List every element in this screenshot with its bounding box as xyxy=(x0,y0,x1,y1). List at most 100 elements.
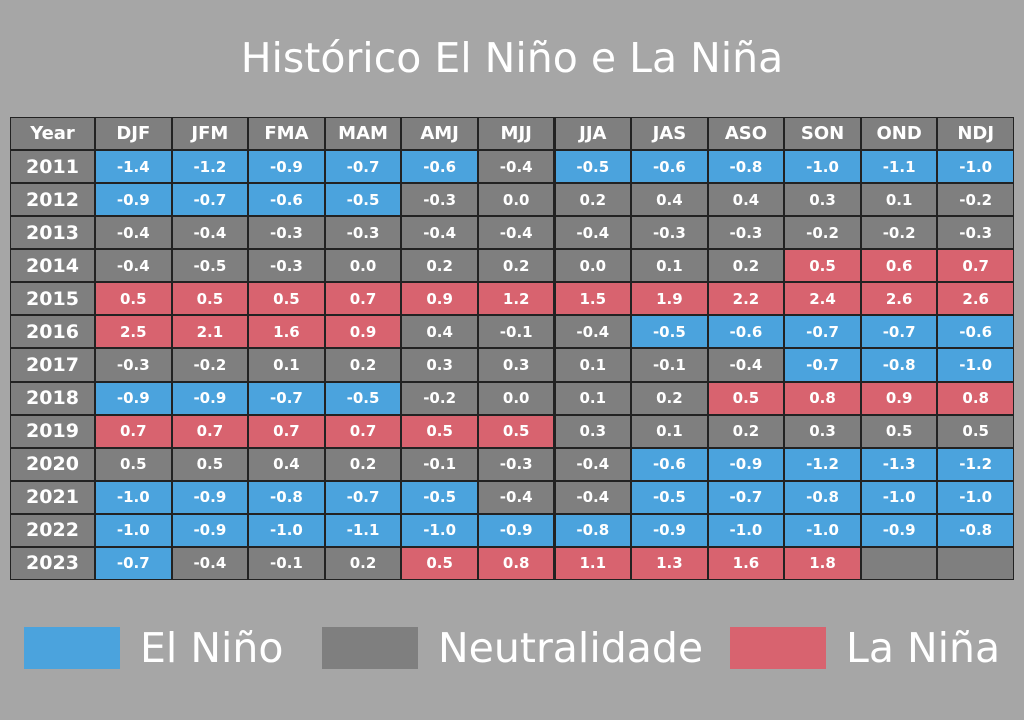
value-cell: -0.9 xyxy=(95,183,172,217)
value-cell: 0.2 xyxy=(477,249,555,283)
value-cell: -1.0 xyxy=(401,513,478,547)
year-cell: 2023 xyxy=(10,546,95,580)
value-cell: -1.0 xyxy=(248,513,325,547)
value-cell: -0.5 xyxy=(324,183,402,217)
value-cell: -0.4 xyxy=(171,546,249,580)
value-cell: 0.1 xyxy=(554,381,632,415)
value-cell: -0.2 xyxy=(171,348,249,382)
value-cell: 0.3 xyxy=(477,348,555,382)
value-cell: 0.3 xyxy=(554,414,632,448)
value-cell: -0.3 xyxy=(477,447,555,481)
value-cell: -0.4 xyxy=(554,315,632,349)
value-cell: -0.1 xyxy=(631,348,708,382)
value-cell: -0.8 xyxy=(784,480,861,514)
value-cell: 0.5 xyxy=(248,282,325,316)
value-cell: -1.0 xyxy=(784,513,861,547)
value-cell: -0.9 xyxy=(860,513,938,547)
value-cell: -0.5 xyxy=(554,150,632,184)
value-cell: 0.0 xyxy=(324,249,402,283)
year-cell: 2020 xyxy=(10,447,95,481)
value-cell: -1.2 xyxy=(171,150,249,184)
value-cell: 0.5 xyxy=(707,381,785,415)
header-cell: JAS xyxy=(631,117,708,150)
value-cell: 0.5 xyxy=(860,414,938,448)
value-cell: -0.3 xyxy=(324,216,402,250)
value-cell: 0.7 xyxy=(248,414,325,448)
value-cell: 0.1 xyxy=(860,183,938,217)
value-cell: -0.6 xyxy=(631,150,708,184)
value-cell: -0.2 xyxy=(860,216,938,250)
value-cell: 0.4 xyxy=(248,447,325,481)
value-cell: -0.6 xyxy=(707,315,785,349)
value-cell: 0.2 xyxy=(707,414,785,448)
value-cell: 0.8 xyxy=(937,381,1014,415)
value-cell: -0.2 xyxy=(937,183,1014,217)
value-cell: -0.3 xyxy=(95,348,172,382)
value-cell xyxy=(860,546,938,580)
value-cell: -1.0 xyxy=(784,150,861,184)
header-cell: JJA xyxy=(554,117,632,150)
year-cell: 2019 xyxy=(10,414,95,448)
title: Histórico El Niño e La Niña xyxy=(240,34,784,82)
value-cell: -0.9 xyxy=(248,150,325,184)
value-cell: -0.5 xyxy=(324,381,402,415)
value-cell: 0.1 xyxy=(248,348,325,382)
value-cell: -0.4 xyxy=(554,447,632,481)
value-cell: -0.4 xyxy=(401,216,478,250)
value-cell: 0.7 xyxy=(324,282,402,316)
value-cell: 0.4 xyxy=(631,183,708,217)
value-cell: -1.4 xyxy=(95,150,172,184)
value-cell: -0.7 xyxy=(324,480,402,514)
value-cell: -0.8 xyxy=(707,150,785,184)
value-cell: -1.0 xyxy=(95,480,172,514)
year-cell: 2011 xyxy=(10,150,95,184)
header-cell: AMJ xyxy=(401,117,478,150)
value-cell: -0.4 xyxy=(477,150,555,184)
legend-label: La Niña xyxy=(846,624,1001,672)
value-cell: -0.2 xyxy=(784,216,861,250)
legend-swatch xyxy=(730,627,826,669)
value-cell: 1.5 xyxy=(554,282,632,316)
value-cell: -0.8 xyxy=(248,480,325,514)
value-cell: 2.1 xyxy=(171,315,249,349)
value-cell: -0.9 xyxy=(631,513,708,547)
value-cell xyxy=(937,546,1014,580)
value-cell: -0.4 xyxy=(554,216,632,250)
value-cell: 1.1 xyxy=(554,546,632,580)
value-cell: 1.6 xyxy=(707,546,785,580)
value-cell: 0.2 xyxy=(324,348,402,382)
value-cell: -0.5 xyxy=(401,480,478,514)
value-cell: -0.9 xyxy=(95,381,172,415)
value-cell: 2.2 xyxy=(707,282,785,316)
year-cell: 2012 xyxy=(10,183,95,217)
year-cell: 2015 xyxy=(10,282,95,316)
value-cell: -0.1 xyxy=(401,447,478,481)
value-cell: -0.4 xyxy=(477,480,555,514)
value-cell: -1.0 xyxy=(937,150,1014,184)
value-cell: -1.0 xyxy=(937,480,1014,514)
value-cell: -0.8 xyxy=(554,513,632,547)
value-cell: 2.6 xyxy=(937,282,1014,316)
value-cell: 1.6 xyxy=(248,315,325,349)
legend-label: El Niño xyxy=(140,624,284,672)
year-cell: 2018 xyxy=(10,381,95,415)
header-cell: Year xyxy=(10,117,95,150)
value-cell: -0.5 xyxy=(631,315,708,349)
value-cell: 0.1 xyxy=(554,348,632,382)
value-cell: 2.5 xyxy=(95,315,172,349)
value-cell: 0.2 xyxy=(401,249,478,283)
value-cell: 0.2 xyxy=(707,249,785,283)
value-cell: -0.3 xyxy=(631,216,708,250)
value-cell: -1.2 xyxy=(937,447,1014,481)
value-cell: -0.4 xyxy=(171,216,249,250)
value-cell: 0.3 xyxy=(401,348,478,382)
value-cell: 0.8 xyxy=(784,381,861,415)
value-cell: 0.1 xyxy=(631,414,708,448)
value-cell: -0.3 xyxy=(248,216,325,250)
year-cell: 2016 xyxy=(10,315,95,349)
value-cell: -0.7 xyxy=(324,150,402,184)
value-cell: 1.2 xyxy=(477,282,555,316)
value-cell: 0.9 xyxy=(324,315,402,349)
value-cell: 0.2 xyxy=(324,447,402,481)
year-cell: 2021 xyxy=(10,480,95,514)
